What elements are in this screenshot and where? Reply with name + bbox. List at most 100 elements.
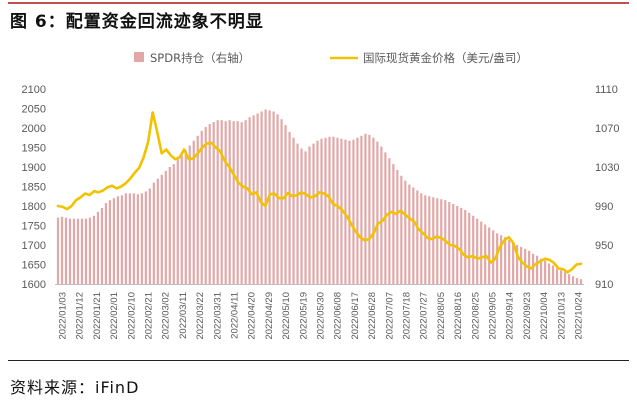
spdr-bar [432,197,435,284]
spdr-bar [492,230,495,285]
spdr-bar [152,182,155,284]
x-axis-tick-label: 2022/01/12 [75,292,86,340]
spdr-bar [120,195,123,284]
right-axis-tick-label: 990 [595,201,613,213]
spdr-bar [304,151,307,284]
x-axis-tick-label: 2022/05/30 [316,292,327,340]
left-axis-tick-label: 2000 [22,123,46,135]
spdr-bar [300,148,303,284]
spdr-bar [124,193,127,284]
spdr-bar [356,137,359,284]
left-axis-tick-label: 1650 [22,260,46,272]
spdr-bar [72,218,76,284]
spdr-bar [296,143,299,284]
spdr-bar [196,135,199,284]
source-note: 资料来源：iFinD [10,378,140,397]
spdr-bar [575,278,579,284]
spdr-bar [216,120,219,284]
legend-label-gold: 国际现货黄金价格（美元/盎司） [363,51,528,65]
spdr-bar [288,131,291,284]
spdr-bar [416,190,419,284]
left-axis-tick-label: 1800 [22,201,46,213]
spdr-bar [496,233,499,284]
spdr-bar [555,268,559,284]
spdr-bar [547,263,551,284]
spdr-bar [312,143,315,284]
spdr-bar [348,140,351,284]
spdr-bar [164,170,167,284]
legend-label-spdr: SPDR持仓（右轴） [150,51,250,65]
spdr-bar [535,255,539,284]
spdr-bar [480,221,483,284]
spdr-bar [520,246,523,284]
x-axis-tick-label: 2022/10/13 [556,292,567,340]
spdr-bar [372,137,375,284]
left-axis: 1600 1650 1700 1750 1800 1850 1900 1950 2000 2050… [22,84,46,291]
spdr-bar [80,218,84,284]
spdr-bar [352,139,355,284]
spdr-bar [192,140,195,284]
x-axis-tick-label: 2022/08/25 [470,292,481,340]
bottom-rule [8,360,629,361]
left-axis-tick-label: 1850 [22,182,46,194]
x-axis-tick-label: 2022/09/14 [505,292,516,340]
spdr-bar [344,139,347,284]
spdr-bar [336,137,339,284]
spdr-bar [96,211,100,284]
spdr-bar [400,175,403,284]
spdr-bar [284,125,287,284]
spdr-bar [504,237,507,284]
spdr-bar [488,227,491,284]
spdr-bar [208,124,211,284]
right-axis-tick-label: 950 [595,240,613,252]
spdr-bar [236,121,239,285]
spdr-bar [228,120,231,284]
spdr-bar [68,218,72,284]
x-axis-tick-label: 2022/01/03 [58,292,69,340]
x-axis-tick-label: 2022/07/27 [419,292,430,340]
spdr-bar [240,122,243,285]
spdr-bar [212,122,215,285]
x-axis-tick-label: 2022/06/08 [333,292,344,340]
spdr-bar [252,115,255,284]
x-axis-tick-label: 2022/04/11 [230,292,241,339]
legend: SPDR持仓（右轴） 国际现货黄金价格（美元/盎司） [134,51,528,65]
spdr-bar [376,141,379,284]
spdr-bar [280,119,283,284]
x-axis-tick-label: 2022/06/28 [367,292,378,340]
x-axis: 2022/01/03 2022/01/12 2022/01/21 2022/02/01… [55,284,585,340]
spdr-bar [92,215,96,284]
x-axis-tick-label: 2022/05/19 [298,292,309,340]
spdr-bar [472,215,475,284]
spdr-bar [308,146,311,284]
gold-line-layer [56,111,583,274]
figure-title: 图 6：配置资金回流迹象不明显 [10,12,264,32]
spdr-bar [468,212,471,284]
x-axis-tick-label: 2022/03/22 [195,292,206,340]
x-axis-tick-label: 2022/10/04 [539,292,550,340]
spdr-bar [328,136,331,284]
spdr-bar [579,279,583,285]
spdr-bar [436,198,439,284]
spdr-bar [188,145,191,284]
spdr-bar [180,155,183,284]
spdr-bar [292,137,295,284]
spdr-bar [420,193,423,284]
x-axis-tick-label: 2022/02/01 [109,292,120,340]
spdr-bar [244,120,247,284]
x-axis-tick-label: 2022/03/31 [212,292,223,340]
spdr-bar [320,138,323,284]
spdr-bar [412,187,415,284]
spdr-bar [148,188,151,284]
left-axis-tick-label: 2050 [22,104,46,116]
right-axis-tick-label: 1110 [595,84,618,96]
right-axis-tick-label: 910 [595,279,613,291]
spdr-bar [460,207,463,284]
x-axis-tick-label: 2022/04/29 [264,292,275,340]
spdr-bar [516,245,519,284]
spdr-bar [156,178,159,284]
spdr-bar [324,137,327,284]
spdr-bar [260,111,263,285]
spdr-bar [64,217,68,284]
